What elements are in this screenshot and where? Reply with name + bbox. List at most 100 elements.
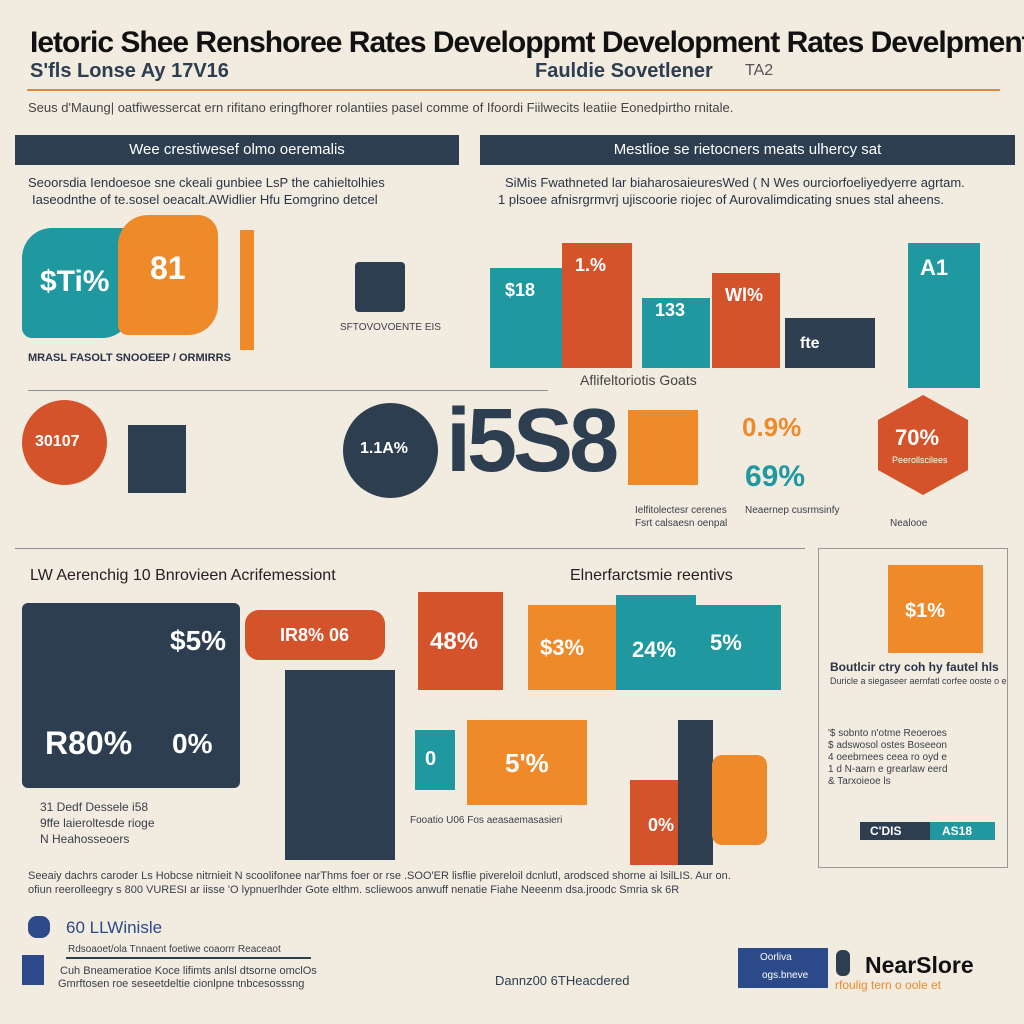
hexagon-value: 70%: [895, 425, 940, 450]
footer-note: Rdsoaoet/ola Tnnaent foetiwe coaorrr Rea…: [68, 944, 281, 955]
brand-tagline: rfoulig tern o oole et: [835, 978, 942, 992]
left-section-header: Wee crestiwesef olmo oeremalis: [15, 135, 459, 165]
bar-6-label: A1: [920, 255, 949, 280]
right-section-header: Mestlioe se rietocners meats ulhercy sat: [480, 135, 1015, 165]
orange-shape: [628, 410, 698, 485]
lower-right-title: Boutlcir ctry coh hy fautel hls: [830, 660, 999, 674]
tile-4: [696, 605, 781, 690]
footer-line: Seeaiy dachrs caroder Ls Hobcse nitrniei…: [28, 870, 731, 882]
list-item: '$ sobnto n'otme Reoeroes: [828, 728, 947, 739]
bar-4-label: Wl%: [725, 285, 763, 305]
stat-1: $5%: [170, 625, 227, 656]
brand-badge: [738, 948, 828, 988]
lower-center-caption: Fooatio U06 Fos aeasaemasasieri: [410, 815, 563, 826]
stat-b: 69%: [745, 460, 806, 493]
right-desc-1: SiMis Fwathneted lar biaharosaieuresWed …: [505, 175, 965, 190]
lower-left-line: 31 Dedf Dessele i58: [40, 800, 149, 814]
lower-left-title: LW Aerenchig 10 Bnrovieen Acrifemessiont: [30, 567, 336, 584]
icon-caption: SFTOVOVOENTE EIS: [340, 322, 441, 333]
page-title: Ietoric Shee Renshoree Rates Developpmt …: [30, 26, 1024, 59]
divider: [15, 548, 805, 549]
tile-3: [616, 595, 696, 690]
small-box: [415, 730, 455, 790]
chart-label: Aflifeltoriotis Goats: [580, 372, 697, 388]
orange-badge: [118, 215, 218, 335]
brand-badge-a: Oorliva: [760, 952, 792, 963]
brand-name: NearSlore: [865, 952, 974, 978]
footer-desc: Cuh Bneameratioe Koce lifimts anlsl dtso…: [60, 965, 317, 977]
tag-1: [860, 822, 930, 840]
caption-d: Nealooe: [890, 518, 928, 529]
tag-1-label: C'DIS: [870, 824, 902, 838]
stat-2: R80%: [45, 725, 133, 761]
tile-4-value: 5%: [710, 630, 742, 655]
caption-a: Ielfitolectesr cerenes: [635, 505, 727, 516]
red-circle: [22, 400, 107, 485]
footer-desc: Gmrftosen roe seseetdeltie cionlpne tnbc…: [58, 978, 305, 990]
lower-right-sub: Duricle a siegaseer aernfatl corfee oost…: [830, 676, 1007, 686]
bar-5-label: fte: [800, 335, 820, 352]
bar-1-label: $18: [505, 280, 536, 300]
hexagon-sub: Peerollscilees: [892, 455, 948, 465]
subtitle-tag: TA2: [745, 62, 774, 79]
brand-badge-b: ogs.bneve: [762, 970, 809, 981]
caption-b: Fsrt calsaesn oenpal: [635, 518, 728, 529]
stats-card: [22, 603, 240, 788]
bar-2: [562, 243, 632, 368]
lower-left-line: 9ffe laieroltesde rioge: [40, 816, 155, 830]
orange-badge-2: [888, 565, 983, 653]
bar-4: [712, 273, 780, 368]
phone-icon: [22, 955, 44, 985]
logo-icon: [28, 916, 50, 938]
list-item: 4 oeebrnees ceea ro oyd e: [828, 752, 947, 763]
caption-c: Neaernep cusrmsinfy: [745, 505, 840, 516]
bar-3: [642, 298, 710, 368]
callout-value: IR8% 06: [280, 625, 350, 645]
red-box-value: 0%: [648, 815, 675, 835]
teal-badge-value: $Ti%: [40, 265, 110, 298]
red-circle-value: 30107: [35, 433, 80, 450]
subtitle-left: S'fls Lonse Ay 17V16: [30, 60, 229, 82]
list-item: & Tarxoieoe ls: [828, 776, 891, 787]
list-item: 1 d N-aarn e grearlaw eerd: [828, 764, 948, 775]
lower-right-panel: [818, 548, 1008, 868]
brand-icon: [836, 950, 850, 976]
subtitle-center: Fauldie Sovetlener: [535, 60, 713, 82]
lower-center-title: Elnerfarctsmie reentivs: [570, 567, 733, 584]
footer-center-text: Dannz00 6THeacdered: [495, 973, 630, 988]
bar-1: [490, 268, 562, 368]
orange-pillar: [712, 755, 767, 845]
small-box-value: 0: [425, 748, 437, 770]
orange-accent-bar: [240, 230, 254, 350]
left-desc-1: Seoorsdia Iendoesoe sne ckeali gunbiee L…: [28, 175, 385, 190]
logo-text: 60 LLWinisle: [66, 918, 163, 937]
big-number: i5S8: [446, 391, 619, 491]
left-desc-2: Iaseodnthe of te.sosel oeacalt.AWidlier …: [32, 192, 378, 207]
tag-2: [930, 822, 995, 840]
list-item: $ adswosol ostes Boseeon: [828, 740, 947, 751]
tile-2-value: $3%: [540, 635, 585, 660]
divider: [28, 390, 548, 391]
pillar: [678, 720, 713, 865]
callout: [245, 610, 385, 660]
tile-2: [528, 605, 616, 690]
orange-box: [467, 720, 587, 805]
stat-a: 0.9%: [742, 412, 802, 442]
orange-badge-value: 81: [150, 250, 186, 286]
footer-divider: [66, 957, 311, 959]
bag-icon: [128, 425, 186, 493]
right-desc-2: 1 plsoee afnisrgrmvrj ujiscoorie riojec …: [498, 192, 944, 207]
bar-3-label: 133: [655, 300, 686, 320]
teal-badge: [22, 228, 132, 338]
lower-left-line: N Heahosseoers: [40, 832, 130, 846]
orange-box-value: 5'%: [505, 748, 549, 778]
building-graphic: [285, 670, 395, 860]
document-icon: [355, 262, 405, 312]
left-badge-caption: MRASL FASOLT SNOOEEP / ORMIRRS: [28, 352, 231, 364]
orange-badge-2-value: $1%: [905, 600, 946, 622]
tile-1: [418, 592, 503, 690]
bar-2-label: 1.%: [575, 255, 607, 275]
header-divider: [27, 89, 1000, 91]
tile-3-value: 24%: [632, 637, 677, 662]
tag-2-label: AS18: [942, 824, 973, 838]
